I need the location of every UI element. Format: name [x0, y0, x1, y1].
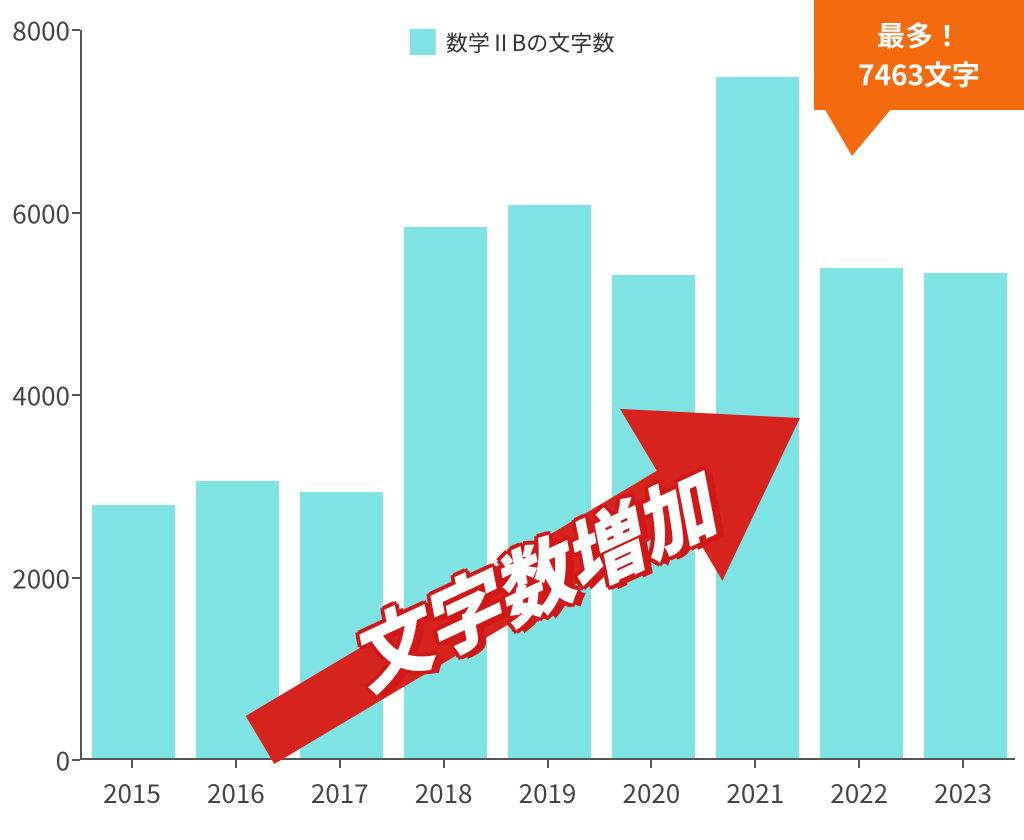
x-tick-label: 2017	[311, 774, 369, 811]
callout-content: 最多！ 7463文字	[814, 0, 1024, 110]
legend: 数学ⅡBの文字数	[410, 26, 614, 58]
callout-line1: 最多！	[836, 16, 1002, 55]
callout-line2: 7463文字	[836, 55, 1002, 94]
x-tick-label: 2021	[726, 774, 784, 811]
x-tick-mark	[754, 760, 756, 768]
x-axis-ticks: 2015 2016 2017 2018 2019 2020 2021 2022 2023	[80, 760, 1015, 810]
y-tick-label: 2000	[12, 559, 70, 596]
bar	[92, 505, 175, 758]
legend-swatch	[410, 29, 436, 55]
x-tick-label: 2020	[623, 774, 681, 811]
y-tick-mark	[72, 29, 80, 31]
bar	[924, 273, 1007, 758]
x-tick-mark	[962, 760, 964, 768]
bar	[300, 492, 383, 758]
x-tick-mark	[858, 760, 860, 768]
x-tick-label: 2019	[519, 774, 577, 811]
y-tick-label: 6000	[12, 194, 70, 231]
x-tick-mark	[235, 760, 237, 768]
x-tick-mark	[339, 760, 341, 768]
y-tick-mark	[72, 394, 80, 396]
y-tick-mark	[72, 577, 80, 579]
x-tick-mark	[131, 760, 133, 768]
bar	[612, 275, 695, 758]
bar	[820, 268, 903, 758]
bar	[508, 205, 591, 758]
x-tick-mark	[650, 760, 652, 768]
x-tick-label: 2023	[934, 774, 992, 811]
chart-container: 02000400060008000 2015201620172018201920…	[0, 0, 1024, 840]
x-tick-label: 2016	[207, 774, 265, 811]
x-tick-label: 2018	[415, 774, 473, 811]
legend-label: 数学ⅡBの文字数	[446, 26, 614, 58]
y-tick-mark	[72, 212, 80, 214]
x-tick-label: 2022	[830, 774, 888, 811]
bar	[196, 481, 279, 758]
y-tick-label: 4000	[12, 377, 70, 414]
y-tick-mark	[72, 759, 80, 761]
x-tick-mark	[547, 760, 549, 768]
bar	[716, 77, 799, 758]
y-tick-label: 0	[56, 742, 70, 779]
y-tick-label: 8000	[12, 12, 70, 49]
x-tick-mark	[443, 760, 445, 768]
x-tick-label: 2015	[103, 774, 161, 811]
callout-tail	[824, 108, 892, 156]
bar	[404, 227, 487, 758]
